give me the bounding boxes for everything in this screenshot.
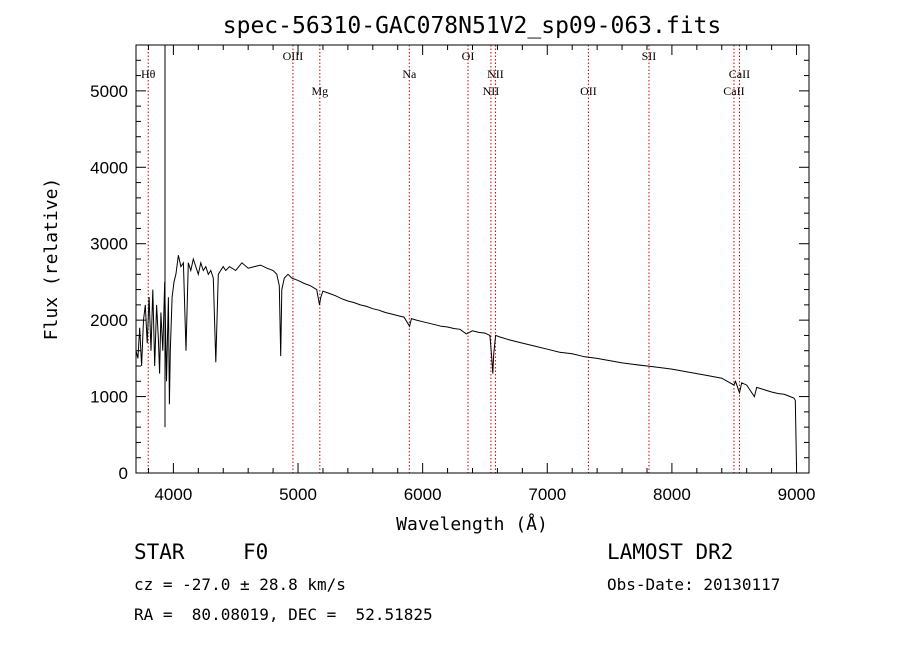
spectrum-line bbox=[135, 45, 797, 466]
line-marker-label: Na bbox=[402, 67, 417, 81]
line-marker-label: Hθ bbox=[141, 67, 156, 81]
x-axis-label: Wavelength (Å) bbox=[396, 513, 548, 535]
line-marker-label: Mg bbox=[311, 84, 328, 98]
y-axis-label: Flux (relative) bbox=[41, 178, 62, 341]
object-class: STAR bbox=[134, 540, 185, 564]
emission-line-markers: Hθ OIII Mg Na OI NII NII OII SII CaII CaII bbox=[141, 45, 750, 473]
y-tick-label: 4000 bbox=[90, 158, 128, 177]
line-marker-label: CaII bbox=[729, 67, 750, 81]
y-tick-label: 1000 bbox=[90, 388, 128, 407]
line-marker-label: CaII bbox=[723, 84, 744, 98]
x-tick-label: 7000 bbox=[528, 485, 566, 504]
observation-date: Obs-Date: 20130117 bbox=[607, 575, 781, 594]
x-tick-label: 4000 bbox=[154, 485, 192, 504]
line-marker-label: OII bbox=[580, 84, 597, 98]
y-tick-label: 0 bbox=[119, 464, 128, 483]
coordinates: RA = 80.08019, DEC = 52.51825 bbox=[134, 605, 433, 624]
y-tick-label: 2000 bbox=[90, 311, 128, 330]
y-tick-label: 5000 bbox=[90, 82, 128, 101]
survey-name: LAMOST DR2 bbox=[607, 540, 734, 564]
axis-ticks: 4000 5000 6000 7000 8000 9000 0 1000 2000 3000 400… bbox=[90, 45, 815, 504]
y-tick-label: 3000 bbox=[90, 235, 128, 254]
chart-title: spec-56310-GAC078N51V2_sp09-063.fits bbox=[223, 13, 722, 39]
plot-frame bbox=[135, 44, 810, 474]
line-marker-label: OI bbox=[462, 49, 475, 63]
x-tick-label: 6000 bbox=[404, 485, 442, 504]
redshift-velocity: cz = -27.0 ± 28.8 km/s bbox=[134, 575, 346, 594]
object-subclass: F0 bbox=[243, 540, 269, 564]
line-marker-label: NII bbox=[483, 84, 500, 98]
x-tick-label: 5000 bbox=[279, 485, 317, 504]
line-marker-label: SII bbox=[642, 49, 657, 63]
x-tick-label: 8000 bbox=[653, 485, 691, 504]
line-marker-label: OIII bbox=[283, 49, 304, 63]
line-marker-label: NII bbox=[487, 67, 504, 81]
x-tick-label: 9000 bbox=[778, 485, 816, 504]
